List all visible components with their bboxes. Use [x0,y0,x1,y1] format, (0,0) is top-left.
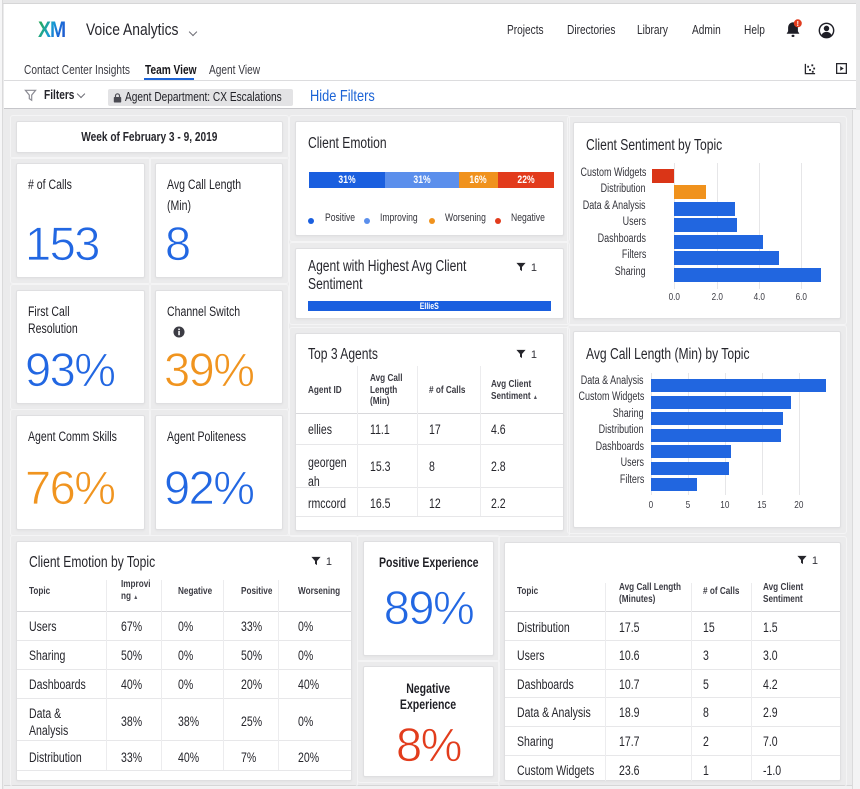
svg-text:!: ! [797,21,799,28]
